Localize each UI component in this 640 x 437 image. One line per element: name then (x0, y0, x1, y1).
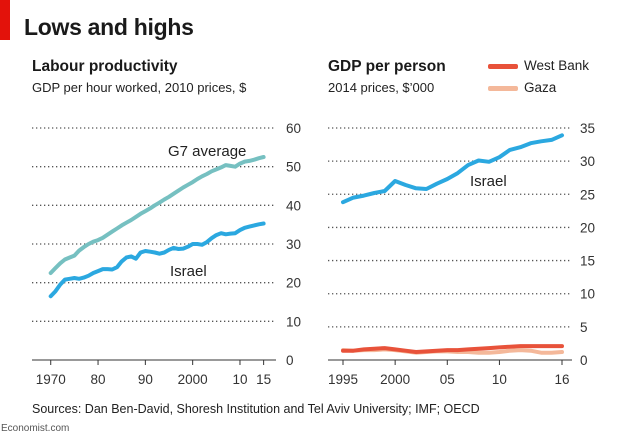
left-x-tick-label: 15 (256, 372, 271, 387)
left-y-tick-label: 20 (286, 276, 301, 291)
right-x-tick-label: 05 (440, 372, 455, 387)
right-x-tick-label: 16 (554, 372, 569, 387)
right-x-tick-label: 1995 (328, 372, 358, 387)
right-x-tick-label: 2000 (380, 372, 410, 387)
left-series-israel-line (48, 221, 266, 299)
legend-west-bank: West Bank (488, 58, 589, 73)
legend-label-gaza: Gaza (524, 80, 557, 95)
right-y-tick-label: 5 (580, 320, 588, 335)
right-y-tick-label: 10 (580, 287, 595, 302)
left-y-tick-label: 60 (286, 121, 301, 136)
left-x-tick-label: 10 (232, 372, 247, 387)
source-note: Sources: Dan Ben-David, Shoresh Institut… (32, 402, 480, 416)
annotation-israel-productivity: Israel (170, 263, 207, 280)
right-y-tick-label: 15 (580, 254, 595, 269)
right-chart-subtitle: 2014 prices, $’000 (328, 80, 435, 95)
annotation-g7-average: G7 average (168, 143, 246, 160)
left-y-tick-label: 0 (286, 353, 294, 368)
left-x-tick-label: 90 (138, 372, 153, 387)
legend-swatch-west-bank (488, 63, 518, 69)
chart-title: Lows and highs (24, 14, 194, 40)
left-y-tick-label: 30 (286, 237, 301, 252)
brand-footer: Economist.com (1, 423, 70, 434)
left-x-tick-label: 2000 (178, 372, 208, 387)
right-x-tick-label: 10 (492, 372, 507, 387)
right-series-west-bank-line (341, 344, 564, 354)
right-y-tick-label: 20 (580, 220, 595, 235)
left-y-tick-label: 40 (286, 198, 301, 213)
right-chart-title: GDP per person (328, 58, 446, 75)
left-x-tick-label: 80 (91, 372, 106, 387)
right-series-israel-line (341, 133, 564, 205)
right-y-tick-label: 25 (580, 187, 595, 202)
right-y-tick-label: 0 (580, 353, 588, 368)
left-y-tick-label: 50 (286, 160, 301, 175)
legend-label-west-bank: West Bank (524, 58, 590, 73)
brand-accent-tab (0, 0, 10, 40)
left-x-tick-label: 1970 (36, 372, 66, 387)
left-chart-title: Labour productivity (32, 58, 178, 75)
right-y-tick-label: 30 (580, 154, 595, 169)
right-y-tick-label: 35 (580, 121, 595, 136)
annotation-israel-gdp: Israel (470, 173, 507, 190)
left-y-tick-label: 10 (286, 314, 301, 329)
legend-gaza: Gaza (488, 80, 556, 95)
legend-swatch-gaza (488, 85, 518, 91)
left-chart-subtitle: GDP per hour worked, 2010 prices, $ (32, 80, 247, 95)
left-series-g7-average-line (48, 155, 266, 275)
